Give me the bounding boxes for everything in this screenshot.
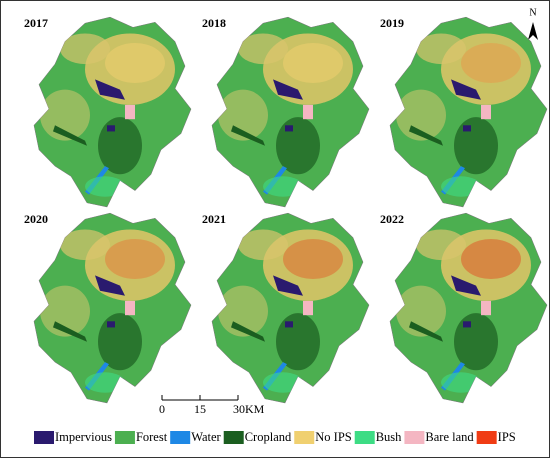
ips-area <box>105 239 165 279</box>
ips-area <box>105 43 165 83</box>
land-cover-map <box>212 213 369 403</box>
legend-swatch <box>170 431 191 444</box>
map-panel: 2019 <box>380 16 547 207</box>
legend-label: Impervious <box>55 430 112 444</box>
scale-label: 0 <box>159 402 165 416</box>
north-arrow: N <box>528 7 538 40</box>
land-cover-map <box>390 213 547 403</box>
legend-label: Bare land <box>425 430 474 444</box>
map-panel: 2018 <box>202 16 369 207</box>
map-panel: 2021 <box>202 212 369 403</box>
legend-swatch <box>34 431 54 444</box>
legend-swatch <box>404 431 425 444</box>
legend-label: Cropland <box>245 430 292 444</box>
legend-label: Forest <box>136 430 168 444</box>
land-cover-map <box>34 17 191 207</box>
land-cover-map <box>212 17 369 207</box>
year-label: 2018 <box>202 16 226 30</box>
map-panel: 2020 <box>24 212 191 403</box>
scale-bar <box>161 395 239 401</box>
map-panel: 2022 <box>380 212 547 403</box>
legend-swatch <box>354 431 375 444</box>
land-cover-map <box>390 17 547 207</box>
land-cover-map <box>34 213 191 403</box>
scale-label: 15 <box>194 402 206 416</box>
legend-label: No IPS <box>315 430 352 444</box>
ips-area <box>283 43 343 83</box>
year-label: 2020 <box>24 212 48 226</box>
ips-area <box>461 43 521 83</box>
year-label: 2017 <box>24 16 48 30</box>
legend-swatch <box>294 431 315 444</box>
legend-label: IPS <box>498 430 516 444</box>
legend-swatch <box>476 431 497 444</box>
legend-label: Water <box>191 430 221 444</box>
ips-area <box>283 239 343 279</box>
scale-label: 30KM <box>233 402 265 416</box>
year-label: 2019 <box>380 16 404 30</box>
north-label: N <box>529 7 536 18</box>
map-panel: 2017 <box>24 16 191 207</box>
year-label: 2021 <box>202 212 226 226</box>
ips-area <box>461 239 521 279</box>
legend-swatch <box>223 431 244 444</box>
legend-label: Bush <box>376 430 402 444</box>
year-label: 2022 <box>380 212 404 226</box>
legend-swatch <box>114 431 135 444</box>
